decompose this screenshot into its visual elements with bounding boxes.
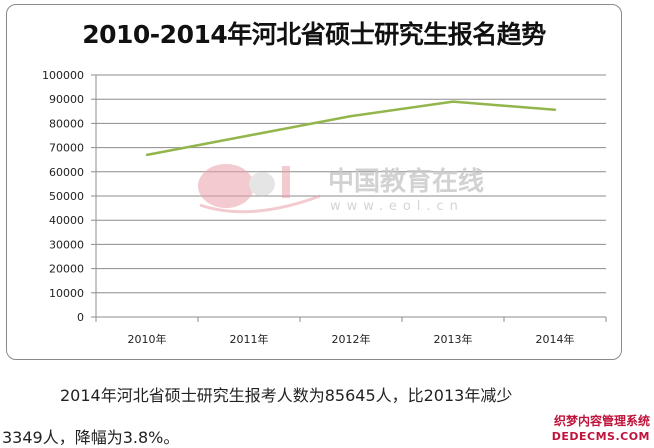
x-tick-labels: 2010年 2011年 2012年 2013年 2014年 xyxy=(128,332,575,346)
y-tick-label: 100000 xyxy=(42,69,84,82)
data-point xyxy=(247,134,251,137)
data-point xyxy=(349,114,353,118)
data-point xyxy=(553,108,557,111)
caption-line-1: 2014年河北省硕士研究生报考人数为85645人，比2013年减少 xyxy=(60,386,513,405)
corner-watermark-top: 织梦内容管理系统 xyxy=(553,414,650,428)
x-tick-label: 2012年 xyxy=(332,332,371,346)
chart-title: 2010-2014年河北省硕士研究生报名趋势 xyxy=(82,20,546,49)
eol-watermark: 中国教育在线 www.eol.cn xyxy=(198,164,484,214)
y-tick-label: 30000 xyxy=(49,238,84,251)
axes xyxy=(91,74,607,322)
y-tick-label: 70000 xyxy=(49,142,84,155)
y-tick-label: 80000 xyxy=(49,117,84,130)
x-tick-label: 2010年 xyxy=(128,332,167,346)
watermark-brand: 中国教育在线 xyxy=(328,166,484,197)
corner-watermark-bottom: DEDECMS.COM xyxy=(551,430,650,443)
y-tick-label: 0 xyxy=(77,311,84,324)
y-tick-label: 40000 xyxy=(49,214,84,227)
y-tick-label: 10000 xyxy=(49,287,84,300)
series-layer xyxy=(145,100,557,157)
x-tick-label: 2011年 xyxy=(230,332,269,346)
data-point xyxy=(451,100,455,103)
eol-logo-icon xyxy=(198,164,321,214)
y-tick-label: 50000 xyxy=(49,190,84,203)
caption-line-2: 3349人，降幅为3.8%。 xyxy=(2,428,180,447)
y-tick-label: 20000 xyxy=(49,263,84,276)
corner-watermark: 织梦内容管理系统 DEDECMS.COM xyxy=(534,414,650,444)
y-tick-labels: 0 10000 20000 30000 40000 50000 60000 70000 8000… xyxy=(42,69,84,324)
x-tick-label: 2013年 xyxy=(434,332,473,346)
x-tick-label: 2014年 xyxy=(536,332,575,346)
chart-frame: 2010-2014年河北省硕士研究生报名趋势 xyxy=(6,4,622,360)
data-point xyxy=(145,153,149,157)
y-tick-label: 90000 xyxy=(49,93,84,106)
watermark-url: www.eol.cn xyxy=(330,199,464,214)
y-tick-label: 60000 xyxy=(49,166,84,179)
series-line xyxy=(146,100,556,157)
